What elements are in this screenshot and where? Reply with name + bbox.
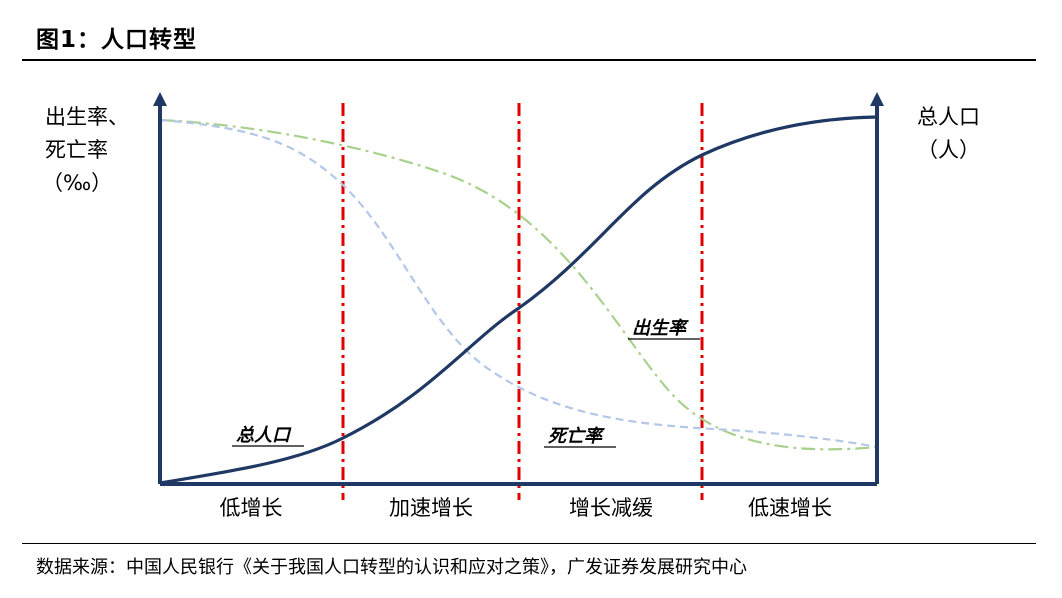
death-rate-curve-label: 死亡率: [548, 426, 605, 447]
left-axis-label-line-1: 出生率、: [45, 105, 129, 129]
stage-label-slowing-growth: 增长减缓: [569, 496, 653, 520]
title-divider: [22, 59, 1036, 61]
death-rate-curve: [159, 118, 878, 449]
right-axis-arrow: [870, 92, 884, 106]
left-axis-label-line-3: （‰）: [42, 171, 112, 195]
figure-title: 图1：人口转型: [36, 27, 198, 53]
left-axis-arrow: [153, 92, 167, 106]
population-curve-label: 总人口: [236, 425, 292, 446]
stage-label-accelerating-growth: 加速增长: [389, 496, 473, 520]
source-note: 数据来源：中国人民银行《关于我国人口转型的认识和应对之策》，广发证券发展研究中心: [36, 557, 747, 578]
left-axis-label-line-2: 死亡率: [45, 138, 108, 162]
stage-label-slow-growth: 低速增长: [748, 496, 832, 520]
total-population-curve: [159, 115, 878, 485]
stage-label-low-growth: 低增长: [220, 496, 283, 520]
right-axis-label-line-1: 总人口: [917, 105, 980, 129]
birth-rate-curve-label: 出生率: [632, 318, 689, 339]
right-axis-label-line-2: （人）: [917, 138, 980, 162]
birth-rate-curve: [159, 118, 878, 451]
footer-divider: [22, 543, 1036, 544]
